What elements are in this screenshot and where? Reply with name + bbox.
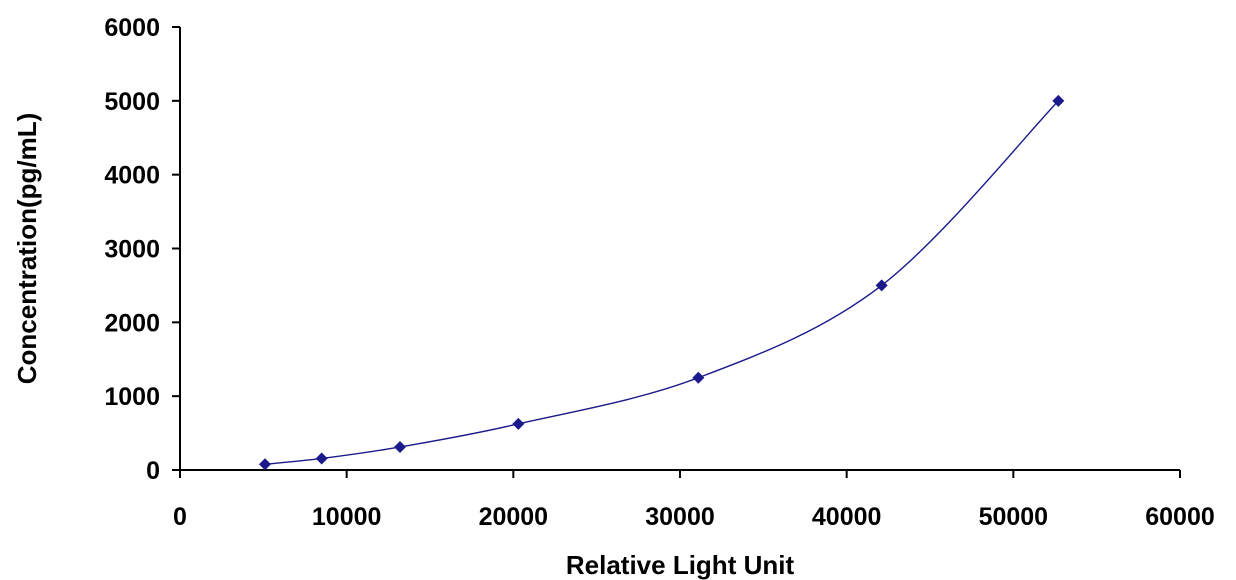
y-tick-label: 1000: [104, 383, 160, 411]
x-tick-label: 40000: [812, 503, 882, 531]
x-tick-label: 60000: [1145, 503, 1215, 531]
y-tick-label: 5000: [104, 88, 160, 116]
x-tick-label: 50000: [979, 503, 1049, 531]
data-point: [692, 371, 705, 384]
series-curve: [264, 100, 1059, 465]
x-axis-ticks: 0 10000 20000 30000 40000 50000 60000: [173, 470, 1215, 531]
x-tick-label: 30000: [645, 503, 715, 531]
y-tick-label: 3000: [104, 236, 160, 264]
axes: [179, 27, 1180, 471]
x-tick-label: 20000: [479, 503, 549, 531]
y-tick-label: 4000: [104, 162, 160, 190]
y-tick-label: 0: [146, 457, 160, 485]
series-points: [259, 94, 1065, 471]
data-point: [259, 458, 271, 471]
data-point: [512, 417, 525, 430]
x-tick-label: 0: [173, 503, 187, 531]
data-point: [394, 440, 406, 453]
x-tick-label: 10000: [312, 503, 382, 531]
x-axis-title: Relative Light Unit: [566, 550, 795, 580]
y-tick-label: 6000: [104, 14, 160, 42]
data-point: [875, 279, 888, 292]
y-axis-title: Concentration(pg/mL): [12, 113, 42, 385]
y-tick-label: 2000: [104, 309, 160, 337]
data-point: [315, 452, 328, 465]
data-point: [1052, 94, 1065, 107]
y-axis-ticks: 0 1000 2000 3000 4000 5000 6000: [104, 14, 180, 485]
